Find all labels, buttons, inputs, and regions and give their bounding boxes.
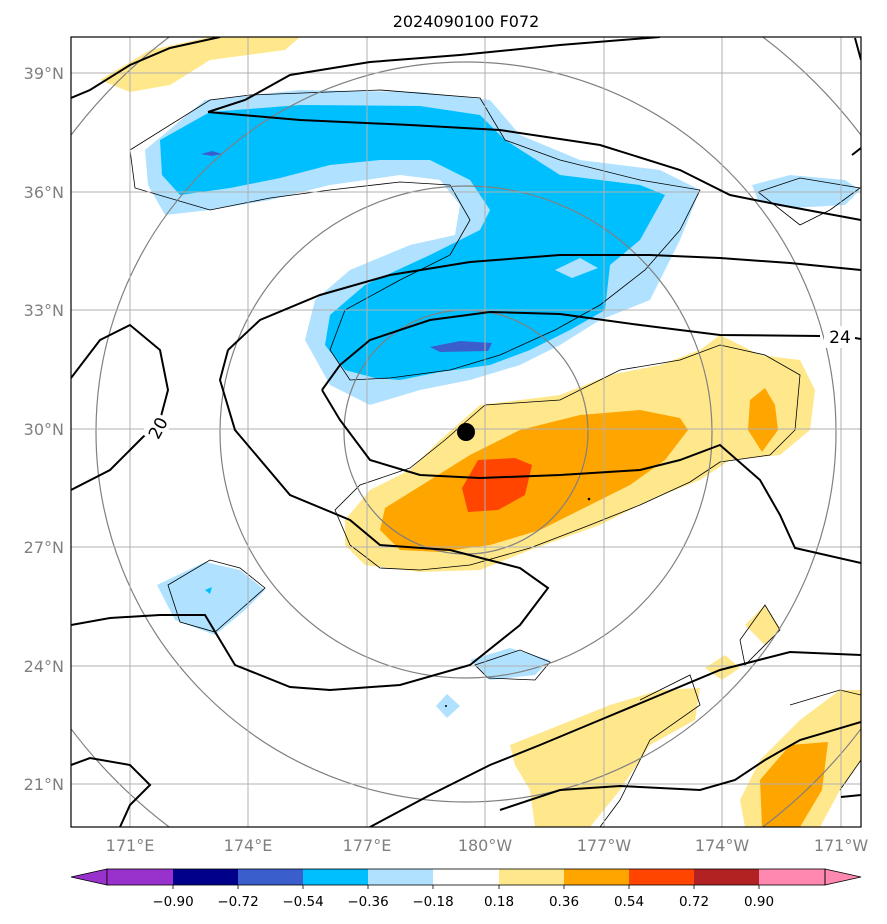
lat-tick-label: 27°N (24, 538, 64, 557)
bold-contour-south (369, 650, 861, 827)
map-title: 2024090100 F072 (393, 12, 540, 31)
shade-blue-upper (160, 105, 665, 380)
colorbar-segment (238, 869, 303, 885)
bold-contour-ne (851, 147, 861, 156)
colorbar-segment (759, 869, 825, 885)
lon-tick-label: 180°W (458, 836, 513, 855)
colorbar: −0.90 −0.72 −0.54 −0.36 −0.18 0.18 0.36 … (70, 868, 862, 910)
shade-red-core (462, 458, 532, 512)
colorbar-segment (629, 869, 694, 885)
contour-label-bg-20 (141, 410, 173, 445)
shade-light-blue-south (470, 648, 550, 680)
lon-tick-label: 171°W (814, 836, 869, 855)
thin-contour-east (757, 177, 861, 226)
lon-tick-label: 174°E (224, 836, 273, 855)
colorbar-tick-label: 0.36 (549, 894, 579, 910)
colorbar-tick-label: 0.72 (679, 894, 709, 910)
range-ring-2 (219, 185, 713, 679)
lat-tick-label: 39°N (24, 64, 64, 83)
lon-tick-label: 177°W (577, 836, 632, 855)
thin-contours (129, 89, 861, 827)
positive-anomaly-shading (100, 37, 861, 827)
bold-contour-trough (207, 111, 861, 221)
bold-contour-ne2 (854, 37, 861, 61)
contour-label-24: 24 (829, 328, 851, 348)
bold-contour-se (840, 794, 861, 798)
bold-contour-20 (71, 323, 170, 491)
lon-tick-label: 174°W (695, 836, 750, 855)
lat-tick-label: 24°N (24, 657, 64, 676)
tiny-dot-marker-2 (445, 705, 447, 707)
thin-contour-se (599, 674, 701, 827)
colorbar-frame (106, 868, 826, 886)
lon-tick-label: 177°E (343, 836, 392, 855)
colorbar-segment (303, 869, 368, 885)
colorbar-tick-label: 0.54 (614, 894, 644, 910)
tiny-dot-marker (587, 497, 591, 501)
colorbar-segment (107, 869, 173, 885)
thin-contour-sw (167, 559, 266, 633)
colorbar-tick-label: −0.72 (217, 894, 258, 910)
shade-light-blue-patch (555, 258, 598, 278)
shade-yellow-nw (100, 37, 300, 92)
contour-labels: 24 20 (141, 326, 854, 445)
map-frame (70, 36, 862, 828)
bold-contour-24 (321, 310, 821, 391)
thin-contour-south (474, 649, 551, 681)
bold-contour-outer (71, 349, 550, 692)
colorbar-ticks (172, 885, 760, 889)
colorbar-segment (499, 869, 564, 885)
colorbar-extend-low (70, 868, 108, 886)
bold-contour-south2 (499, 721, 861, 811)
contour-label-20-group: 20 (141, 410, 173, 445)
colorbar-segment (433, 869, 499, 885)
colorbar-segment (173, 869, 238, 885)
bold-contours (71, 37, 861, 827)
shade-medium-blue-core (430, 341, 492, 352)
shade-light-blue-diamond (436, 694, 460, 718)
shade-orange-east (748, 388, 778, 452)
bold-contour-closed (321, 389, 861, 564)
bold-contour-sw (71, 756, 152, 827)
contour-label-20: 20 (145, 414, 173, 442)
shade-medium-blue-dot (201, 151, 222, 156)
thin-contour-se2 (739, 604, 781, 666)
bold-contour-24-tail (854, 337, 861, 340)
storm-center-marker (457, 423, 475, 441)
colorbar-tick-label: −0.54 (282, 894, 323, 910)
lat-tick-label: 36°N (24, 183, 64, 202)
colorbar-tick-label: −0.36 (347, 894, 388, 910)
thin-contour-negative (129, 89, 701, 381)
longitude-tick-labels: 171°E 174°E 177°E 180°W 177°W 174°W 171°… (106, 836, 869, 855)
colorbar-tick-label: −0.18 (412, 894, 453, 910)
bold-contour-inner (227, 254, 861, 351)
bold-contour-north2 (207, 37, 661, 113)
colorbar-tick-label: 0.90 (744, 894, 774, 910)
bold-contour-north (71, 37, 221, 99)
shade-yellow-south (510, 688, 700, 827)
thin-contour-se3 (789, 689, 861, 791)
colorbar-segment (694, 869, 759, 885)
contour-label-bg-24 (824, 326, 854, 348)
shade-blue-dot (205, 587, 212, 594)
lat-tick-label: 33°N (24, 301, 64, 320)
colorbar-tick-label: 0.18 (484, 894, 514, 910)
latitude-tick-labels: 39°N 36°N 33°N 30°N 27°N 24°N 21°N (24, 64, 64, 794)
lon-tick-label: 171°E (106, 836, 155, 855)
colorbar-tick-label: −0.90 (152, 894, 193, 910)
lat-tick-label: 30°N (24, 420, 64, 439)
colorbar-segment (564, 869, 629, 885)
shade-orange-main (380, 410, 688, 552)
colorbar-segment (368, 869, 433, 885)
thin-contour-positive (334, 344, 801, 571)
range-ring-3 (95, 61, 837, 803)
shade-light-blue-sw (157, 562, 265, 635)
colorbar-extend-high (824, 868, 862, 886)
lat-tick-label: 21°N (24, 775, 64, 794)
